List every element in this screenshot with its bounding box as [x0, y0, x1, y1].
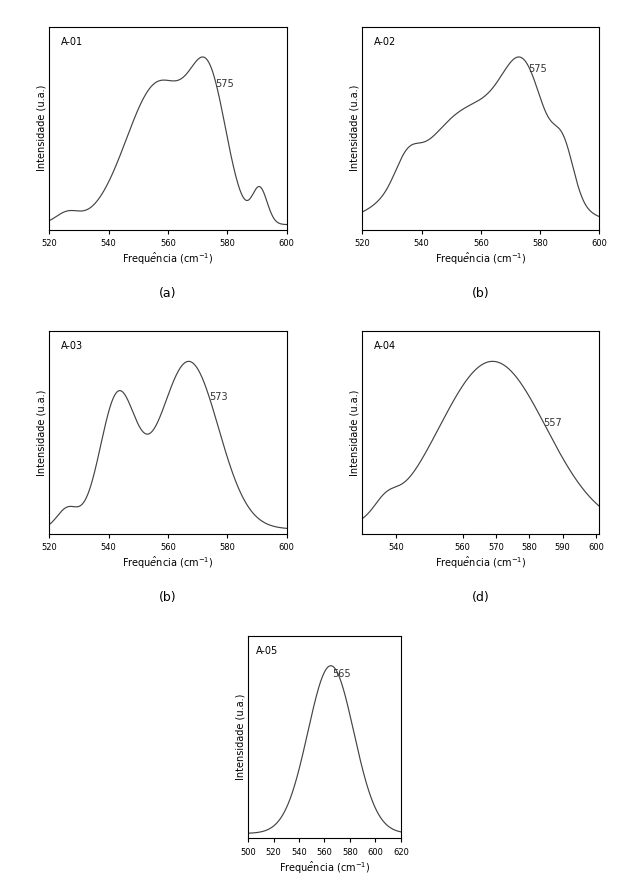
Text: A-05: A-05 [256, 646, 278, 656]
Y-axis label: Intensidade (u.a.): Intensidade (u.a.) [350, 85, 360, 171]
Y-axis label: Intensidade (u.a.): Intensidade (u.a.) [235, 694, 245, 780]
Y-axis label: Intensidade (u.a.): Intensidade (u.a.) [36, 390, 47, 475]
Text: A-02: A-02 [375, 37, 397, 47]
Text: A-01: A-01 [61, 37, 83, 47]
X-axis label: Frequ$\hat{e}$ncia (cm$^{-1}$): Frequ$\hat{e}$ncia (cm$^{-1}$) [435, 251, 527, 267]
Text: A-03: A-03 [61, 342, 83, 351]
Text: (b): (b) [159, 591, 177, 604]
Y-axis label: Intensidade (u.a.): Intensidade (u.a.) [350, 390, 360, 475]
X-axis label: Frequ$\hat{e}$ncia (cm$^{-1}$): Frequ$\hat{e}$ncia (cm$^{-1}$) [122, 251, 214, 267]
X-axis label: Frequ$\hat{e}$ncia (cm$^{-1}$): Frequ$\hat{e}$ncia (cm$^{-1}$) [122, 555, 214, 571]
Text: 575: 575 [528, 64, 547, 74]
Text: A-04: A-04 [375, 342, 396, 351]
Text: 573: 573 [210, 392, 228, 402]
X-axis label: Frequ$\hat{e}$ncia (cm$^{-1}$): Frequ$\hat{e}$ncia (cm$^{-1}$) [279, 859, 370, 876]
Text: (b): (b) [472, 286, 489, 300]
Y-axis label: Intensidade (u.a.): Intensidade (u.a.) [36, 85, 47, 171]
Text: 575: 575 [216, 79, 234, 89]
Text: 565: 565 [332, 669, 350, 679]
Text: (d): (d) [472, 591, 490, 604]
Text: (a): (a) [159, 286, 177, 300]
X-axis label: Frequ$\hat{e}$ncia (cm$^{-1}$): Frequ$\hat{e}$ncia (cm$^{-1}$) [435, 555, 527, 571]
Text: 557: 557 [543, 417, 561, 428]
